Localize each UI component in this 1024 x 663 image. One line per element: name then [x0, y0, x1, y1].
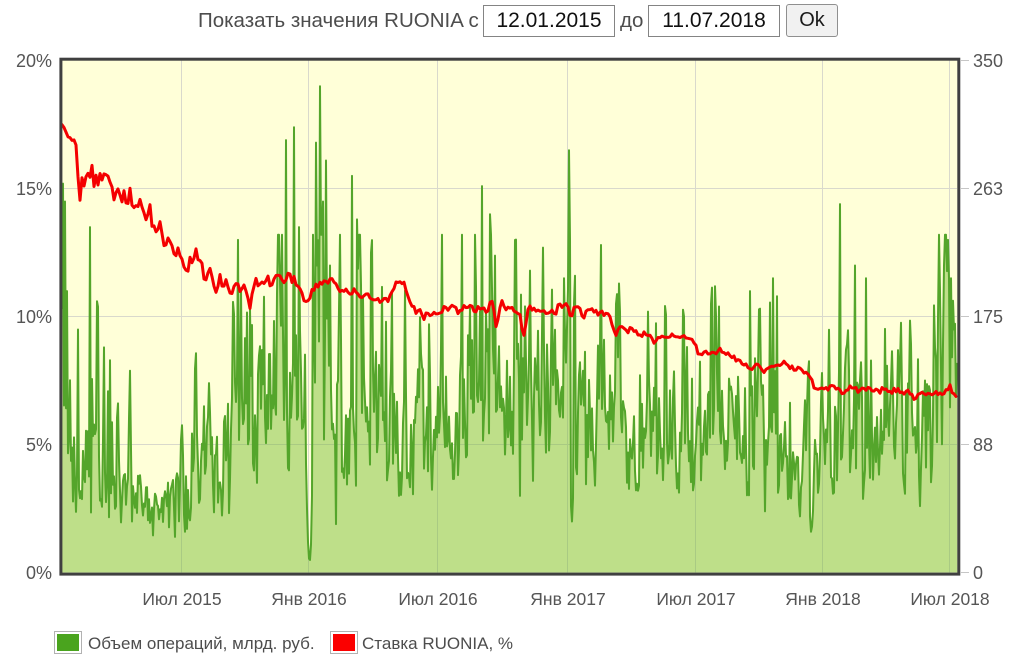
svg-text:Июл 2016: Июл 2016: [398, 589, 477, 609]
svg-text:10%: 10%: [16, 307, 52, 327]
svg-text:Июл 2017: Июл 2017: [656, 589, 735, 609]
svg-text:263: 263: [973, 179, 1003, 199]
svg-text:Янв 2018: Янв 2018: [785, 589, 860, 609]
svg-text:Июл 2015: Июл 2015: [142, 589, 221, 609]
svg-text:20%: 20%: [16, 51, 52, 71]
svg-text:0: 0: [973, 563, 983, 583]
svg-text:Янв 2016: Янв 2016: [271, 589, 346, 609]
svg-text:Янв 2017: Янв 2017: [530, 589, 605, 609]
svg-text:5%: 5%: [26, 435, 52, 455]
svg-text:175: 175: [973, 307, 1003, 327]
svg-text:Июл 2018: Июл 2018: [910, 589, 989, 609]
svg-text:350: 350: [973, 51, 1003, 71]
svg-text:15%: 15%: [16, 179, 52, 199]
svg-text:0%: 0%: [26, 563, 52, 583]
svg-text:88: 88: [973, 435, 993, 455]
